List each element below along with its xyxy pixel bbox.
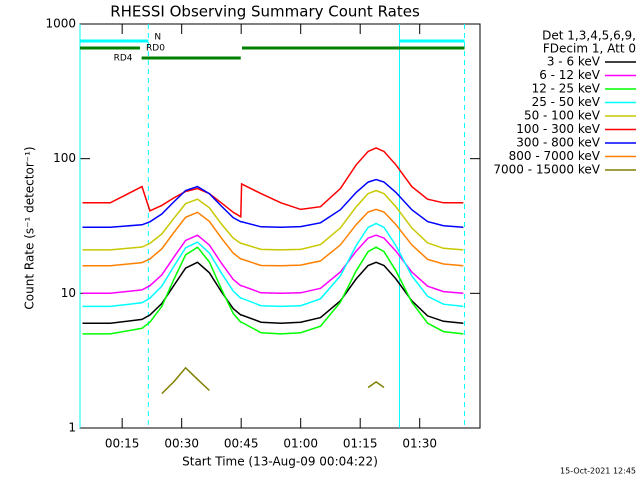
legend-header: Det 1,3,4,5,6,9, [542, 29, 636, 43]
legend-label: 12 - 25 keV [532, 82, 601, 96]
legend-label: 3 - 6 keV [547, 55, 601, 69]
legend-label: 25 - 50 keV [532, 95, 601, 109]
series-line [82, 246, 464, 335]
legend-label: 7000 - 15000 keV [493, 163, 600, 177]
y-tick-label: 100 [53, 151, 76, 165]
y-tick-label: 1000 [45, 17, 76, 31]
y-tick-label: 10 [61, 286, 76, 300]
legend-label: 6 - 12 keV [539, 68, 601, 82]
series-line [82, 147, 464, 219]
x-tick-label: 00:15 [105, 437, 140, 451]
footer-date: 15-Oct-2021 12:45 [560, 467, 636, 476]
flag-label: N [154, 33, 161, 43]
y-axis-label: Count Rate (s⁻¹ detector⁻¹) [23, 146, 37, 309]
plot-frame [79, 23, 481, 429]
series-line [82, 222, 464, 308]
series-line [367, 380, 385, 389]
legend-header: FDecim 1, Att 0 [543, 42, 636, 56]
flag-label: RD0 [146, 44, 165, 54]
y-tick-label: 1 [68, 421, 76, 435]
series-line [82, 178, 464, 228]
x-tick-label: 00:30 [164, 437, 199, 451]
x-tick-label: 00:45 [224, 437, 259, 451]
x-tick-label: 01:00 [283, 437, 318, 451]
x-tick-label: 01:15 [343, 437, 378, 451]
series-line [161, 366, 210, 395]
x-axis-label: Start Time (13-Aug-09 00:04:22) [182, 455, 378, 469]
series-line [82, 208, 464, 267]
legend-label: 50 - 100 keV [524, 109, 601, 123]
flag-label: RD4 [114, 54, 133, 64]
x-tick-label: 01:30 [402, 437, 437, 451]
chart-title: RHESSI Observing Summary Count Rates [110, 3, 420, 21]
legend-label: 100 - 300 keV [516, 122, 600, 136]
series-line [82, 189, 464, 251]
legend-label: 300 - 800 keV [516, 136, 600, 150]
legend-label: 800 - 7000 keV [509, 149, 601, 163]
series-line [82, 234, 464, 295]
